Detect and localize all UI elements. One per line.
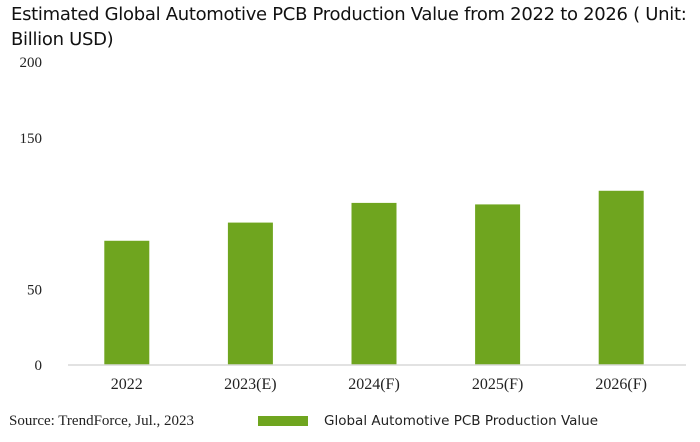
x-axis: 2022 2023(E) 2024(F) 2025(F) 2026(F) xyxy=(111,376,647,393)
x-tick-label: 2023(E) xyxy=(224,376,276,393)
y-tick-label: 50 xyxy=(27,282,42,298)
bar-2022 xyxy=(104,240,150,365)
bars xyxy=(104,190,644,365)
legend-swatch xyxy=(258,416,308,426)
y-tick-label: 0 xyxy=(35,358,43,374)
legend: Global Automotive PCB Production Value xyxy=(258,413,598,429)
bar-2025(F) xyxy=(475,204,521,365)
x-tick-label: 2026(F) xyxy=(595,376,647,393)
bar-2024(F) xyxy=(351,202,397,365)
legend-label: Global Automotive PCB Production Value xyxy=(324,413,599,429)
source-note: Source: TrendForce, Jul., 2023 xyxy=(9,413,194,429)
bar-2026(F) xyxy=(598,190,644,365)
x-tick-label: 2022 xyxy=(111,376,143,393)
y-tick-label: 150 xyxy=(20,131,43,147)
chart-title: Estimated Global Automotive PCB Producti… xyxy=(11,4,687,50)
y-axis: 0 50 150 200 xyxy=(20,55,43,374)
y-tick-label: 200 xyxy=(20,55,43,71)
x-tick-label: 2024(F) xyxy=(348,376,400,393)
x-tick-label: 2025(F) xyxy=(472,376,524,393)
bar-2023(E) xyxy=(227,222,273,365)
